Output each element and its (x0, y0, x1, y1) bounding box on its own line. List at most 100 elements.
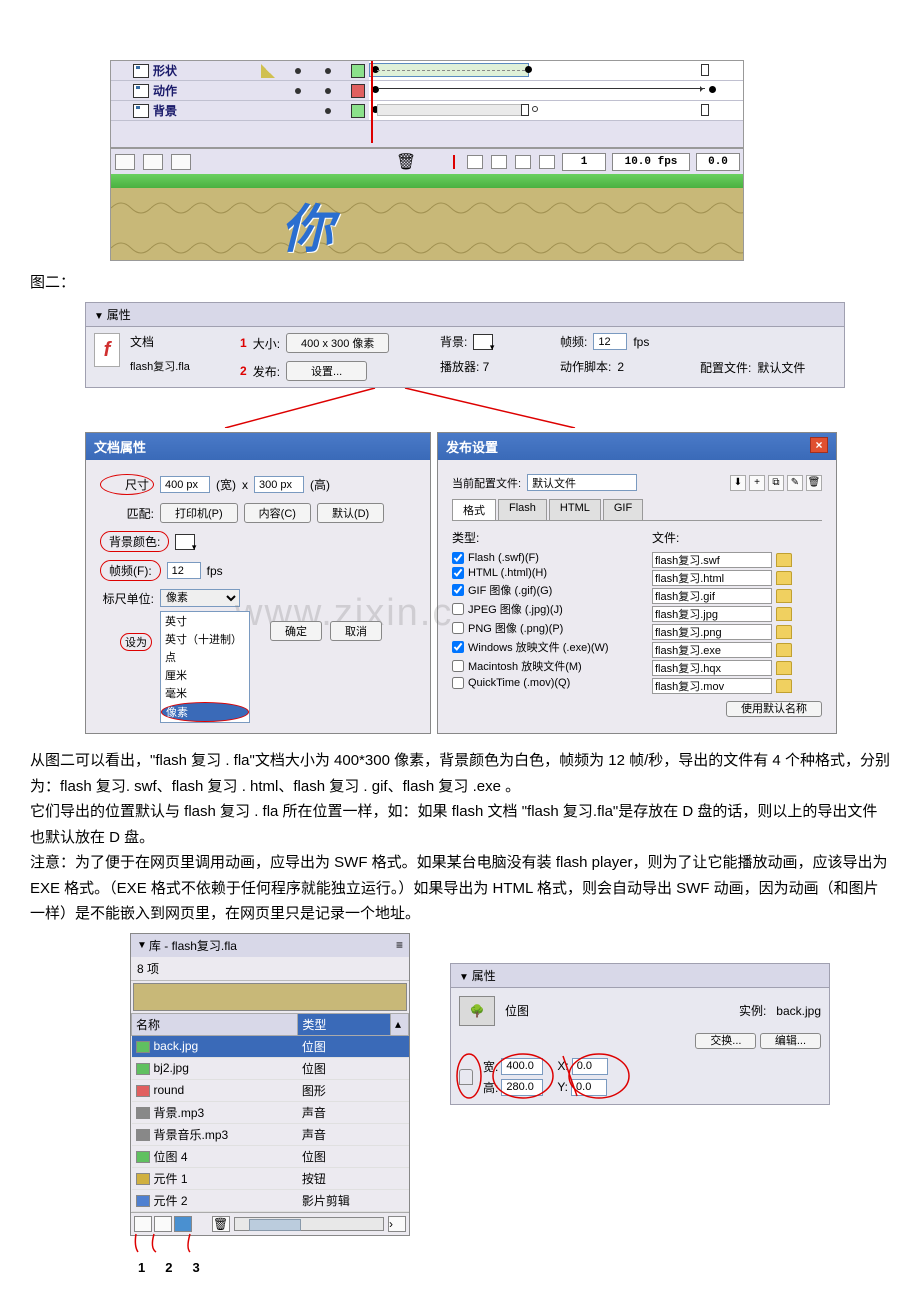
default-names-button[interactable]: 使用默认名称 (726, 701, 822, 717)
sort-icon[interactable]: ▴ (391, 1013, 409, 1035)
close-icon[interactable]: × (810, 437, 828, 453)
bg-swatch[interactable] (473, 334, 493, 350)
filename-input[interactable] (652, 642, 772, 658)
filename-input[interactable] (652, 588, 772, 604)
type-checkbox[interactable]: GIF 图像 (.gif)(G) (452, 582, 632, 598)
end-frame (521, 104, 529, 116)
folder-icon[interactable] (776, 553, 792, 567)
filename-input[interactable] (652, 552, 772, 568)
filename-input[interactable] (652, 678, 772, 694)
folder-icon[interactable] (776, 661, 792, 675)
onion-skin-icon[interactable] (467, 155, 483, 169)
folder-icon[interactable] (776, 679, 792, 693)
insert-guide-icon[interactable] (143, 154, 163, 170)
library-item[interactable]: 背景.mp3声音 (132, 1101, 409, 1123)
file-header: 文件: (652, 529, 822, 546)
ruler-select[interactable]: 像素 (160, 589, 240, 607)
new-folder-icon[interactable] (154, 1216, 172, 1232)
settings-button[interactable]: 设置... (286, 361, 367, 381)
fps-input[interactable] (593, 333, 627, 350)
dup-icon[interactable]: ⧉ (768, 475, 784, 491)
lock-icon[interactable] (459, 1069, 473, 1085)
filename-input[interactable] (652, 624, 772, 640)
scrollbar[interactable] (234, 1217, 384, 1231)
bgcolor-swatch[interactable] (175, 534, 195, 550)
folder-icon[interactable] (776, 643, 792, 657)
library-item[interactable]: 位图 4位图 (132, 1145, 409, 1167)
col-type[interactable]: 类型 (298, 1013, 391, 1035)
type-checkbox[interactable]: Flash (.swf)(F) (452, 552, 632, 564)
filename-input[interactable] (652, 570, 772, 586)
delete-icon[interactable]: 🗑 (806, 475, 822, 491)
filename-input[interactable] (652, 660, 772, 676)
library-title[interactable]: 库 - flash复习.fla≡ (131, 934, 409, 957)
color-swatch (351, 64, 365, 78)
fps-input[interactable] (167, 562, 201, 579)
stage[interactable]: 你 (111, 188, 743, 260)
size-button[interactable]: 400 x 300 像素 (286, 333, 389, 353)
library-item[interactable]: round图形 (132, 1079, 409, 1101)
type-checkbox[interactable]: PNG 图像 (.png)(P) (452, 620, 632, 636)
layer-row[interactable]: 动作 (111, 81, 369, 101)
frames-column[interactable] (369, 61, 743, 148)
edit-button[interactable]: 编辑... (760, 1033, 821, 1049)
folder-icon[interactable] (776, 607, 792, 621)
import-icon[interactable]: ⬇ (730, 475, 746, 491)
type-checkbox[interactable]: JPEG 图像 (.jpg)(J) (452, 601, 632, 617)
new-symbol-icon[interactable] (134, 1216, 152, 1232)
type-checkbox[interactable]: Macintosh 放映文件(M) (452, 658, 632, 674)
width-input[interactable] (501, 1058, 543, 1075)
onion-outline-icon[interactable] (491, 155, 507, 169)
playhead[interactable] (371, 61, 373, 143)
menu-icon[interactable]: ≡ (396, 938, 403, 952)
content-button[interactable]: 内容(C) (244, 503, 311, 523)
library-item[interactable]: back.jpg位图 (132, 1035, 409, 1057)
width-input[interactable] (160, 476, 210, 493)
panel-title[interactable]: 属性 (451, 964, 829, 988)
properties-icon[interactable] (174, 1216, 192, 1232)
library-item[interactable]: bj2.jpg位图 (132, 1057, 409, 1079)
library-item[interactable]: 背景音乐.mp3声音 (132, 1123, 409, 1145)
filename-input[interactable] (652, 606, 772, 622)
height-input[interactable] (254, 476, 304, 493)
folder-icon[interactable] (776, 571, 792, 585)
insert-layer-icon[interactable] (115, 154, 135, 170)
default-button[interactable]: 默认(D) (317, 503, 384, 523)
library-item[interactable]: 元件 2影片剪辑 (132, 1189, 409, 1211)
tab-gif[interactable]: GIF (603, 499, 643, 520)
type-checkbox[interactable]: QuickTime (.mov)(Q) (452, 677, 632, 689)
height-input[interactable] (501, 1079, 543, 1096)
rename-icon[interactable]: ✎ (787, 475, 803, 491)
tab-flash[interactable]: Flash (498, 499, 547, 520)
scroll-right-icon[interactable]: › (388, 1216, 406, 1232)
insert-folder-icon[interactable] (171, 154, 191, 170)
trash-icon[interactable]: 🗑 (397, 153, 415, 171)
panel-title[interactable]: 属性 (86, 303, 844, 327)
bitmap-thumb: 🌳 (459, 996, 495, 1026)
col-name[interactable]: 名称 (132, 1013, 298, 1035)
tab-html[interactable]: HTML (549, 499, 601, 520)
profile-input[interactable] (527, 474, 637, 491)
doc-filename: flash复习.fla (130, 358, 240, 374)
folder-icon[interactable] (776, 589, 792, 603)
printer-button[interactable]: 打印机(P) (160, 503, 238, 523)
layer-row[interactable]: 背景 (111, 101, 369, 121)
type-checkbox[interactable]: Windows 放映文件 (.exe)(W) (452, 639, 632, 655)
swap-button[interactable]: 交换... (695, 1033, 756, 1049)
add-icon[interactable]: + (749, 475, 765, 491)
library-item[interactable]: 元件 1按钮 (132, 1167, 409, 1189)
cancel-button[interactable]: 取消 (330, 621, 382, 641)
onion-markers-icon[interactable] (539, 155, 555, 169)
type-checkbox[interactable]: HTML (.html)(H) (452, 567, 632, 579)
y-input[interactable] (571, 1079, 607, 1096)
item-count: 8 项 (131, 957, 409, 981)
document-properties-dialog: 文档属性 尺寸 (宽) x (高) 匹配: 打印机(P) 内容(C) 默认(D)… (85, 432, 431, 734)
x-input[interactable] (572, 1058, 608, 1075)
folder-icon[interactable] (776, 625, 792, 639)
trash-icon[interactable]: 🗑 (212, 1216, 230, 1232)
layer-row[interactable]: 形状 (111, 61, 369, 81)
tab-format[interactable]: 格式 (452, 499, 496, 520)
ok-button[interactable]: 确定 (270, 621, 322, 641)
edit-frames-icon[interactable] (515, 155, 531, 169)
ruler-options[interactable]: 英寸 英寸（十进制） 点 厘米 毫米 像素 (160, 611, 250, 723)
